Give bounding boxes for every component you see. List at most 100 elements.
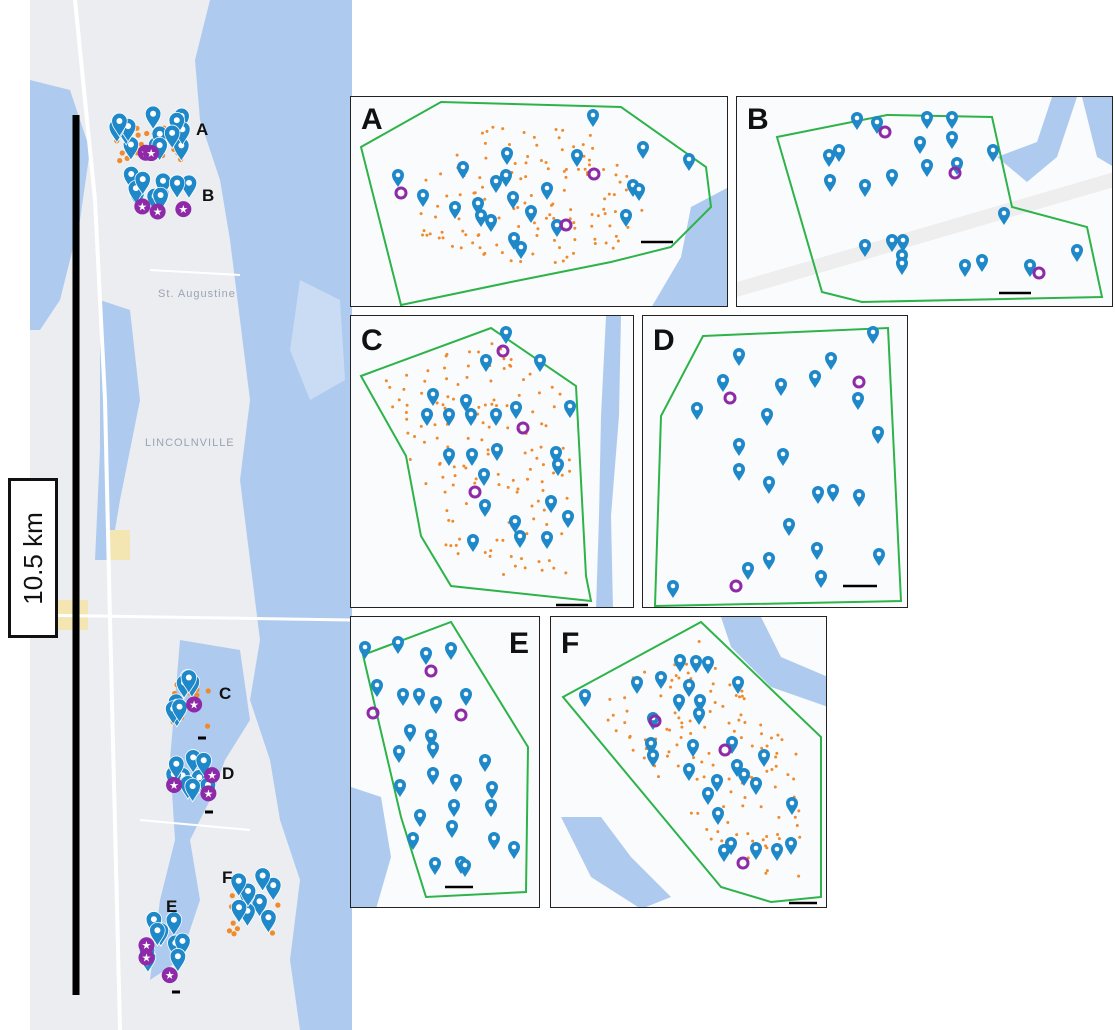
orange-point: [445, 509, 449, 513]
orange-point: [676, 764, 680, 768]
orange-point: [608, 224, 612, 228]
map-pin-shape: [691, 402, 703, 420]
map-pin-shape: [479, 499, 491, 517]
map-pin-icon: [731, 759, 743, 777]
orange-point: [612, 193, 616, 197]
map-pin-icon: [163, 124, 181, 150]
orange-point: [552, 238, 556, 242]
orange-point: [581, 143, 585, 147]
map-pin-icon: [425, 729, 437, 747]
map-pin-hole: [714, 777, 720, 783]
map-pin-icon: [475, 209, 487, 227]
map-pin-hole: [650, 752, 656, 758]
star-icon: ★: [169, 779, 179, 792]
orange-point: [685, 662, 689, 666]
map-pin-icon: [823, 149, 835, 167]
orange-point: [117, 158, 123, 164]
map-pin-hole: [874, 119, 880, 125]
map-pin-shape: [486, 781, 498, 799]
map-pin-icon: [750, 842, 762, 860]
orange-point: [689, 811, 693, 815]
map-pin-icon: [647, 749, 659, 767]
orange-point: [603, 212, 607, 216]
orange-point: [770, 768, 774, 772]
orange-point: [535, 456, 539, 460]
orange-point: [794, 752, 798, 756]
orange-point: [275, 902, 281, 908]
map-pin-shape: [690, 655, 702, 673]
map-pin-icon: [825, 352, 837, 370]
map-pin-hole: [705, 790, 711, 796]
map-pin-shape: [195, 752, 212, 777]
map-pin-hole: [185, 179, 192, 186]
map-pin-shape: [824, 174, 836, 192]
map-pin-icon: [448, 799, 460, 817]
orange-point: [500, 251, 504, 255]
map-pin-hole: [745, 565, 751, 571]
map-pin-icon: [914, 136, 926, 154]
map-pin-hole: [899, 252, 905, 258]
map-pin-icon: [687, 739, 699, 757]
map-pin-hole: [174, 953, 181, 960]
orange-point: [513, 161, 517, 165]
map-pin-icon: [761, 408, 773, 426]
orange-point: [751, 839, 755, 843]
map-pin-shape: [443, 448, 455, 466]
orange-point: [616, 239, 620, 243]
orange-point: [464, 502, 468, 506]
map-pin-icon: [783, 518, 795, 536]
map-pin-shape: [867, 326, 879, 344]
map-pin-hole: [150, 110, 157, 117]
orange-point: [583, 167, 587, 171]
map-pin-shape: [459, 859, 471, 877]
orange-point: [640, 208, 644, 212]
map-pin-hole: [812, 373, 818, 379]
map-pin-hole: [677, 657, 683, 663]
panel-label-f: F: [561, 627, 580, 660]
map-pin-hole: [705, 659, 711, 665]
map-pin-shape: [134, 171, 151, 196]
map-pin-shape: [693, 707, 705, 725]
map-pin-shape: [674, 654, 686, 672]
purple-marker: [161, 967, 178, 984]
orange-point: [560, 473, 564, 477]
map-pin-shape: [230, 872, 247, 898]
map-pin-icon: [733, 348, 745, 366]
map-pin-icon: [859, 179, 871, 197]
orange-point: [456, 382, 460, 386]
orange-point: [665, 754, 669, 758]
map-pin-icon: [230, 899, 248, 924]
map-pin-icon: [534, 354, 546, 372]
map-pin-icon: [786, 797, 798, 815]
orange-point: [573, 238, 577, 242]
overview-map-canvas: ★★★★★★★★★★★★: [29, 0, 353, 1030]
orange-point: [478, 246, 482, 250]
map-pin-icon: [472, 197, 484, 215]
map-pin-shape: [184, 777, 201, 803]
orange-point: [721, 704, 725, 708]
map-pin-icon: [867, 326, 879, 344]
orange-point: [713, 666, 717, 670]
orange-point: [519, 260, 523, 264]
map-pin-shape: [460, 688, 472, 706]
purple-marker: [149, 203, 166, 220]
map-pin-shape: [896, 257, 908, 275]
map-pin-shape: [359, 641, 371, 659]
map-pin-hole: [410, 835, 416, 841]
orange-point: [451, 397, 455, 401]
map-pin-hole: [453, 777, 459, 783]
map-pin-icon: [485, 799, 497, 817]
map-pin-hole: [676, 697, 682, 703]
map-pin-icon: [742, 562, 754, 580]
map-pin-shape: [921, 111, 933, 129]
map-pin-shape: [750, 842, 762, 860]
map-pin-hole: [788, 840, 794, 846]
map-pin-hole: [694, 405, 700, 411]
matanzas-river: [195, 0, 352, 1030]
purple-ring-icon: [736, 856, 750, 870]
orange-point: [590, 224, 594, 228]
map-pin-shape: [254, 867, 271, 892]
orange-point: [680, 725, 684, 729]
map-pin-icon: [265, 877, 282, 902]
map-pin-hole: [658, 674, 664, 680]
